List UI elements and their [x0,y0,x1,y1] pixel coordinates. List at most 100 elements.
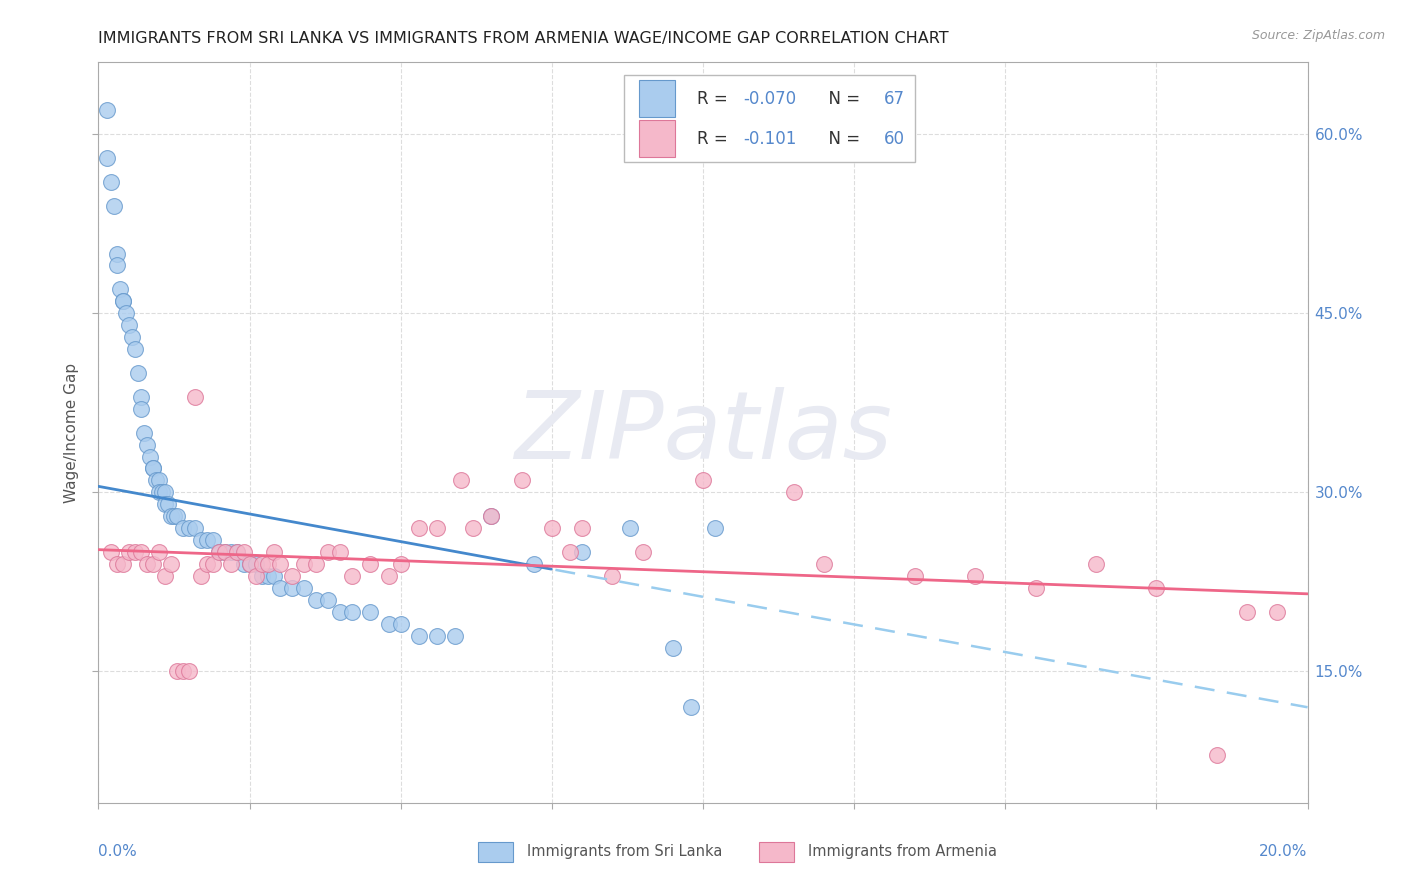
Point [510,474,533,488]
Point [239,557,262,571]
Point [1236,605,1258,619]
Point [602,569,624,583]
Point [132,425,155,440]
Point [214,545,236,559]
Point [661,640,683,655]
Point [195,533,218,547]
Point [692,474,714,488]
Point [263,569,285,583]
Text: Source: ZipAtlas.com: Source: ZipAtlas.com [1251,29,1385,43]
Point [444,629,467,643]
Point [245,557,267,571]
Point [329,605,352,619]
Bar [638,80,675,117]
Point [172,521,194,535]
Point [481,509,503,524]
Point [571,545,593,559]
Point [111,294,134,309]
Point [208,545,231,559]
Point [631,545,654,559]
Point [1024,581,1046,595]
Point [1267,605,1289,619]
Point [105,246,128,260]
Point [1146,581,1168,595]
Point [389,557,412,571]
Point [256,569,278,583]
Point [179,521,201,535]
Point [105,259,128,273]
Point [389,616,412,631]
Point [202,533,225,547]
Point [250,569,273,583]
Text: 20.0%: 20.0% [1260,844,1308,858]
Text: N =: N = [818,130,865,148]
Point [540,521,562,535]
Point [100,545,122,559]
Point [190,569,212,583]
Point [221,557,243,571]
Text: -0.101: -0.101 [742,130,796,148]
Point [142,557,165,571]
Point [250,557,273,571]
Point [121,330,143,344]
Point [426,521,449,535]
Point [156,497,179,511]
Point [190,533,212,547]
Point [232,557,254,571]
Point [463,521,485,535]
Point [619,521,641,535]
Point [377,616,399,631]
Point [160,509,183,524]
Point [148,485,170,500]
Point [184,390,207,404]
Point [148,474,170,488]
Text: Immigrants from Sri Lanka: Immigrants from Sri Lanka [527,845,723,859]
Point [166,509,188,524]
Point [226,545,249,559]
Point [269,581,291,595]
Point [245,569,267,583]
Text: -0.070: -0.070 [742,89,796,108]
Point [281,569,304,583]
Point [377,569,399,583]
Point [408,629,430,643]
Point [360,605,382,619]
Point [571,521,593,535]
Point [292,557,315,571]
Point [153,569,176,583]
Point [263,545,285,559]
Text: ZIPatlas: ZIPatlas [515,387,891,478]
Point [208,545,231,559]
Point [108,282,131,296]
Point [142,461,165,475]
Y-axis label: Wage/Income Gap: Wage/Income Gap [65,362,79,503]
Point [904,569,927,583]
Point [163,509,186,524]
Point [96,103,118,118]
Point [179,665,201,679]
Point [256,557,278,571]
Text: R =: R = [697,89,733,108]
Point [139,450,162,464]
Point [195,557,218,571]
Point [558,545,581,559]
Point [813,557,835,571]
Point [226,545,249,559]
Point [1085,557,1108,571]
Point [269,557,291,571]
Point [166,665,188,679]
Point [408,521,430,535]
Point [704,521,727,535]
Text: N =: N = [818,89,865,108]
Point [214,545,236,559]
Point [118,545,141,559]
Point [292,581,315,595]
Point [153,485,176,500]
Point [124,545,146,559]
Point [232,545,254,559]
Point [305,592,328,607]
Point [184,521,207,535]
Point [127,366,149,380]
Point [160,557,183,571]
Point [360,557,382,571]
